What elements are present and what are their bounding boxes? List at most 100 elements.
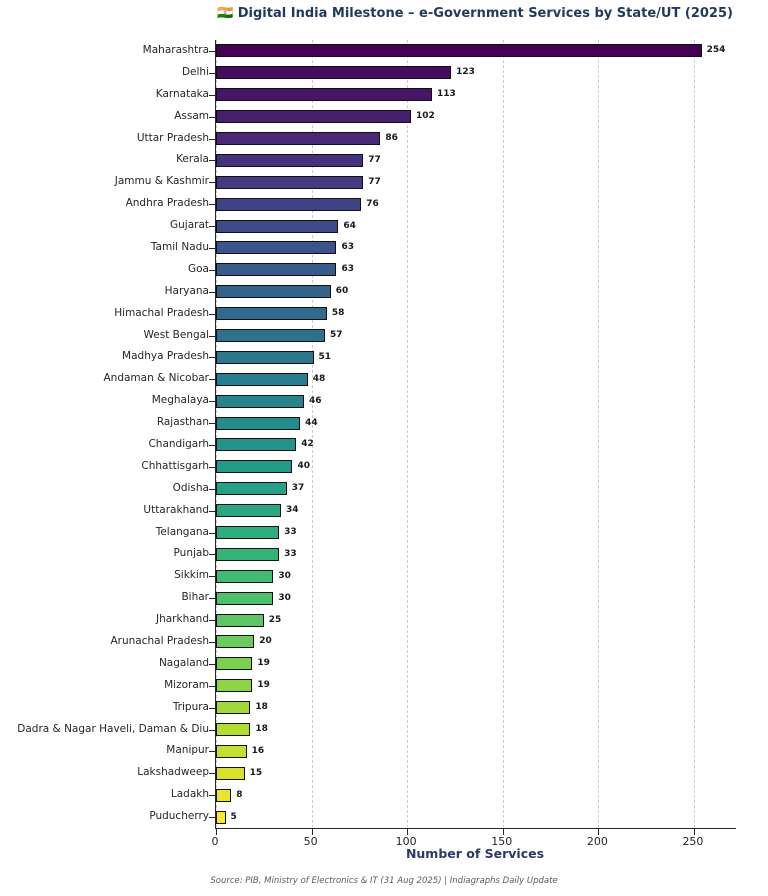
bar bbox=[216, 526, 280, 539]
gridline-50 bbox=[311, 40, 313, 828]
category-label: Rajasthan bbox=[156, 416, 209, 429]
bar bbox=[216, 613, 264, 627]
bar-value-label: 58 bbox=[331, 308, 345, 319]
x-tick-label: 50 bbox=[303, 835, 318, 848]
bar bbox=[216, 219, 339, 233]
x-axis-title: Number of Services bbox=[405, 846, 545, 861]
y-tick-mark bbox=[209, 116, 215, 118]
gridline-100 bbox=[407, 40, 409, 828]
x-tick-mark bbox=[407, 829, 409, 835]
y-tick-mark bbox=[209, 444, 215, 446]
bar-value-label: 34 bbox=[286, 505, 299, 516]
x-tick-mark bbox=[693, 829, 695, 835]
category-label: Chandigarh bbox=[148, 438, 209, 450]
bar-value-label: 37 bbox=[291, 483, 305, 494]
category-label: Uttar Pradesh bbox=[136, 131, 209, 144]
gridline-150 bbox=[502, 40, 504, 828]
bar bbox=[216, 591, 274, 605]
bar bbox=[216, 569, 274, 583]
bar-value-label: 18 bbox=[255, 702, 268, 713]
bar-value-label: 57 bbox=[329, 330, 343, 340]
x-tick-mark bbox=[311, 829, 313, 835]
bar-value-label: 123 bbox=[456, 67, 475, 78]
category-label: Sikkim bbox=[174, 569, 209, 582]
bar-value-label: 102 bbox=[416, 111, 435, 122]
y-tick-mark bbox=[209, 204, 215, 206]
bar-value-label: 86 bbox=[385, 133, 398, 143]
y-tick-mark bbox=[209, 554, 215, 556]
bar bbox=[216, 241, 337, 255]
bar-value-label: 18 bbox=[255, 724, 268, 734]
bar bbox=[216, 350, 314, 364]
category-label: Arunachal Pradesh bbox=[110, 635, 209, 647]
y-tick-mark bbox=[209, 160, 215, 162]
bar-value-label: 19 bbox=[257, 680, 270, 691]
category-label: Andaman & Nicobar bbox=[103, 372, 209, 385]
y-tick-mark bbox=[209, 576, 215, 578]
y-tick-mark bbox=[209, 379, 215, 381]
y-tick-mark bbox=[209, 532, 215, 534]
y-tick-mark bbox=[209, 795, 215, 797]
category-label: Assam bbox=[174, 109, 209, 122]
bar bbox=[216, 744, 247, 758]
bar-value-label: 46 bbox=[308, 395, 322, 406]
x-tick-mark bbox=[502, 829, 504, 835]
y-tick-mark bbox=[209, 707, 215, 709]
category-label: Puducherry bbox=[149, 810, 209, 823]
bar bbox=[216, 701, 251, 715]
category-label: Haryana bbox=[164, 284, 209, 297]
bar bbox=[216, 329, 325, 342]
x-tick-label: 200 bbox=[586, 835, 608, 848]
bar bbox=[216, 66, 452, 80]
bar-value-label: 254 bbox=[706, 45, 726, 56]
y-tick-mark bbox=[209, 182, 215, 184]
category-label: Odisha bbox=[172, 481, 209, 494]
bar-value-label: 63 bbox=[341, 242, 354, 253]
gridline-250 bbox=[693, 40, 695, 828]
x-axis-ticks: 0 50 100 150 200 250 bbox=[212, 835, 735, 850]
bar bbox=[216, 635, 255, 649]
category-label: Delhi bbox=[181, 65, 209, 78]
category-label: Lakshadweep bbox=[137, 766, 209, 779]
bar-value-label: 77 bbox=[368, 176, 381, 187]
bar bbox=[216, 44, 702, 58]
y-tick-mark bbox=[209, 247, 215, 249]
bar-value-label: 48 bbox=[312, 373, 326, 384]
category-label: Meghalaya bbox=[151, 394, 209, 407]
category-label: Telangana bbox=[155, 525, 209, 538]
bar bbox=[216, 766, 245, 780]
category-label: Bihar bbox=[181, 591, 209, 604]
y-tick-mark bbox=[209, 598, 215, 600]
y-tick-mark bbox=[209, 226, 215, 228]
bar-value-label: 16 bbox=[251, 745, 265, 756]
y-tick-mark bbox=[209, 138, 215, 140]
category-label: Dadra & Nagar Haveli, Daman & Diu bbox=[17, 722, 209, 735]
x-tick-label: 100 bbox=[395, 835, 417, 848]
bar-value-label: 63 bbox=[341, 264, 354, 275]
gridline-200 bbox=[598, 40, 600, 828]
bar bbox=[216, 394, 304, 408]
category-label: Punjab bbox=[173, 547, 209, 560]
bar bbox=[216, 416, 301, 430]
bar-value-label: 76 bbox=[366, 198, 379, 209]
bar bbox=[216, 504, 281, 518]
y-tick-mark bbox=[209, 72, 215, 74]
x-tick-label: 150 bbox=[491, 835, 513, 848]
bar-value-label: 19 bbox=[257, 658, 270, 669]
bar bbox=[216, 460, 293, 474]
y-tick-mark bbox=[209, 466, 215, 468]
x-tick-label: 0 bbox=[211, 835, 219, 848]
bar bbox=[216, 438, 297, 452]
y-tick-mark bbox=[209, 94, 215, 96]
chart-title: 🇮🇳 Digital India Milestone – e-Governmen… bbox=[217, 6, 733, 21]
gridline-0 bbox=[216, 40, 217, 828]
y-tick-mark bbox=[209, 50, 215, 52]
category-label: Ladakh bbox=[170, 788, 209, 801]
category-label: Madhya Pradesh bbox=[122, 350, 209, 363]
category-label: Andhra Pradesh bbox=[125, 197, 209, 210]
category-label: Chhattisgarh bbox=[141, 459, 209, 472]
y-tick-mark bbox=[209, 751, 215, 753]
bar-value-label: 33 bbox=[284, 527, 297, 537]
category-label: Gujarat bbox=[169, 219, 209, 232]
